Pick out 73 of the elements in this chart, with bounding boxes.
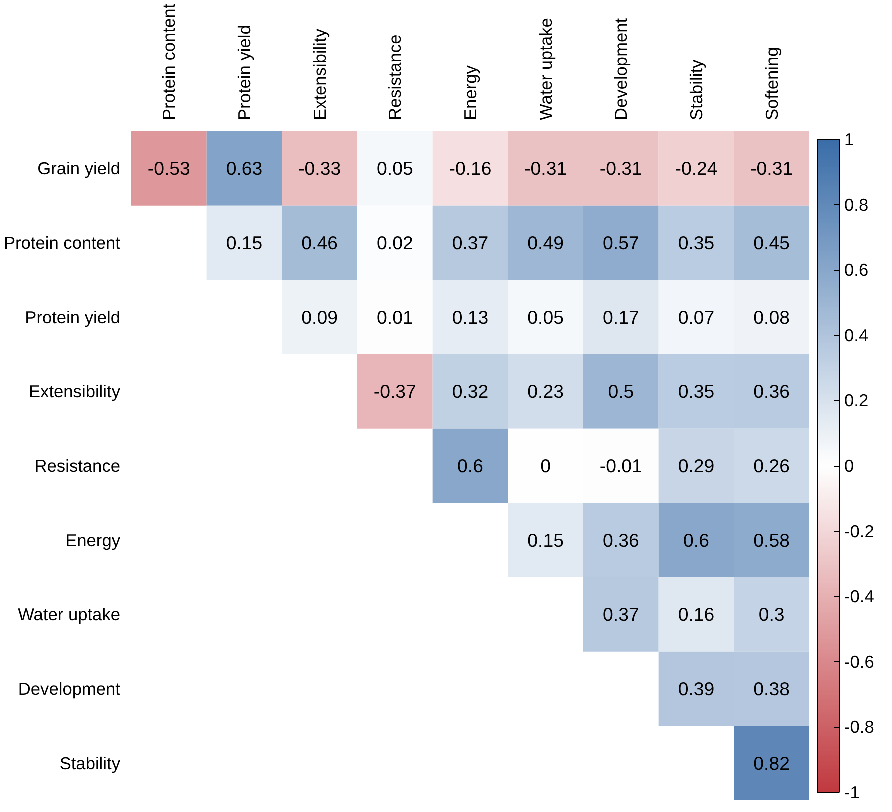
color-bar-label: -0.8 <box>844 717 874 738</box>
y-tick-label: Development <box>18 679 121 699</box>
color-bar-label: -1 <box>844 782 860 802</box>
data-label: -0.53 <box>148 158 190 180</box>
data-label: 0.29 <box>678 456 715 476</box>
data-label: 0.26 <box>754 456 790 476</box>
data-label: 0.23 <box>528 381 564 402</box>
data-label: 0.37 <box>603 604 640 626</box>
color-bar-label: -0.6 <box>844 652 874 672</box>
x-tick-label: Extensibility <box>310 28 330 120</box>
y-tick-label: Protein yield <box>25 307 121 328</box>
data-label: 0.02 <box>377 232 414 254</box>
data-label: 0.39 <box>678 678 715 700</box>
data-label: 0.5 <box>608 381 634 402</box>
data-label: 0.05 <box>377 158 414 180</box>
data-label: 0.35 <box>678 232 715 254</box>
data-label: -0.24 <box>675 158 718 180</box>
data-label: 0.07 <box>678 306 715 328</box>
y-tick-label: Water uptake <box>18 604 121 625</box>
color-bar-label: 0 <box>844 456 854 476</box>
data-label: 0.45 <box>754 232 790 254</box>
color-bar-label: -0.2 <box>844 521 874 542</box>
x-tick-label: Energy <box>460 65 480 120</box>
y-tick-label: Energy <box>66 530 121 550</box>
color-bar-label: 1 <box>844 130 854 150</box>
data-label: 0.32 <box>452 381 489 402</box>
data-label: -0.31 <box>750 158 794 180</box>
data-label: 0.82 <box>754 752 790 774</box>
data-label: 0.08 <box>754 306 790 328</box>
data-label: -0.31 <box>524 158 568 180</box>
data-label: 0.57 <box>603 232 640 254</box>
color-bar-label: 0.8 <box>844 194 869 215</box>
data-label: 0.09 <box>302 306 338 328</box>
color-bar-label: 0.4 <box>844 325 869 346</box>
data-label: 0.35 <box>678 381 715 402</box>
data-label: 0.58 <box>754 530 790 551</box>
x-tick-label: Stability <box>686 59 706 120</box>
y-tick-label: Stability <box>60 753 121 774</box>
data-label: 0.36 <box>603 530 640 551</box>
data-label: 0.37 <box>452 232 489 254</box>
x-tick-label: Water uptake <box>536 18 556 120</box>
data-label: 0.13 <box>452 306 489 328</box>
data-label: 0.38 <box>754 678 790 700</box>
data-label: 0 <box>540 456 552 476</box>
data-label: 0.05 <box>528 306 564 328</box>
data-label: 0.15 <box>226 232 263 254</box>
color-bar-label: 0.6 <box>844 260 869 280</box>
data-label: 0.3 <box>758 604 785 626</box>
y-tick-label: Protein content <box>4 233 121 253</box>
y-tick-label: Grain yield <box>38 158 121 179</box>
data-label: 0.63 <box>226 158 263 180</box>
data-label: -0.37 <box>374 381 416 402</box>
data-label: -0.16 <box>449 158 492 180</box>
color-bar-label: 0.2 <box>844 390 869 411</box>
y-tick-label: Extensibility <box>29 382 121 402</box>
data-label: 0.46 <box>302 232 338 254</box>
data-label: 0.17 <box>603 306 640 328</box>
x-tick-label: Softening <box>762 47 782 120</box>
data-label: 0.01 <box>377 306 414 328</box>
color-bar-label: -0.4 <box>844 586 875 607</box>
data-label: -0.01 <box>600 456 642 476</box>
y-tick-label: Resistance <box>34 456 120 476</box>
x-tick-label: Resistance <box>385 34 406 120</box>
data-label: 0.15 <box>528 530 564 551</box>
data-label: 0.16 <box>678 604 715 626</box>
data-label: 0.6 <box>458 456 484 476</box>
x-tick-label: Protein yield <box>234 25 254 120</box>
x-tick-label: Development <box>611 18 632 120</box>
data-label: -0.33 <box>298 158 342 180</box>
data-label: 0.49 <box>528 232 564 254</box>
data-label: -0.31 <box>600 158 642 180</box>
data-label: 0.6 <box>684 530 710 551</box>
data-label: 0.36 <box>754 381 790 402</box>
